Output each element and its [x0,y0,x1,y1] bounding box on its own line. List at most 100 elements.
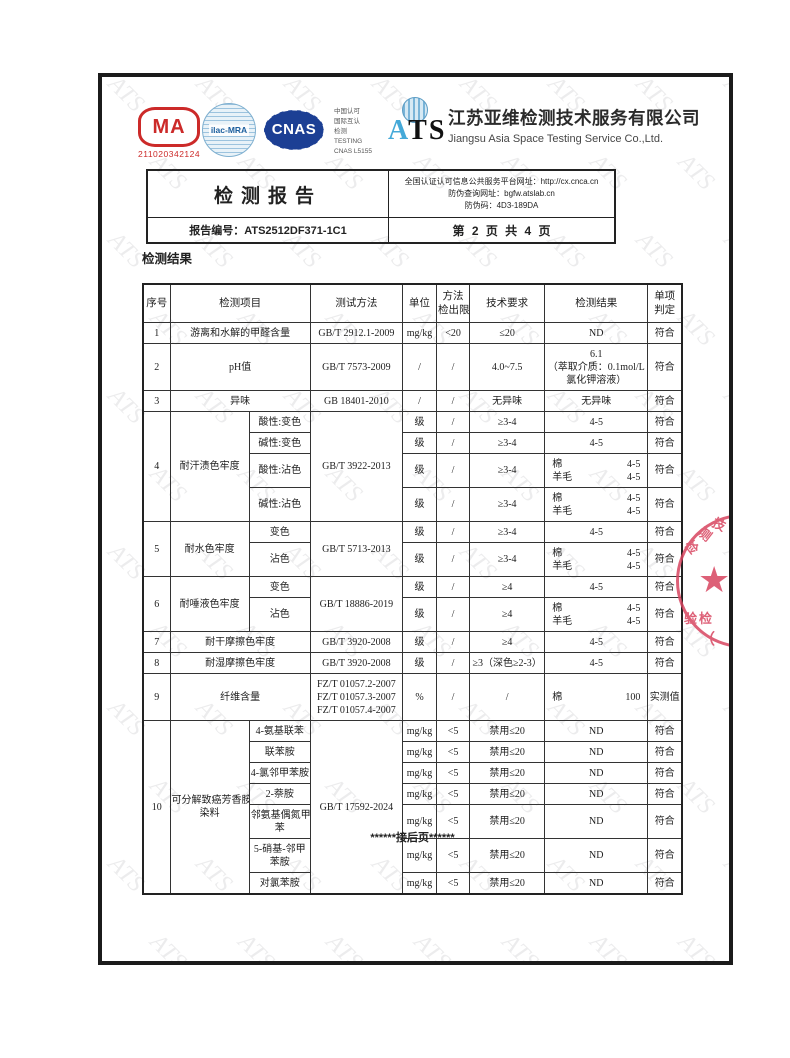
table-cell: ND [544,783,649,806]
table-row: 4 耐汗渍色牢度 酸性:变色 GB/T 3922-2013 级 / ≥3-4 4-5 符合 [142,411,683,523]
table-cell: / [401,343,438,392]
table-cell: <5 [436,762,471,785]
star-icon: ★ [698,559,731,600]
accreditation-line: 国际互认 [334,118,360,126]
table-row: 7 耐干摩擦色牢度 GB/T 3920-2008 级 / ≥4 4-5 符合 [142,631,683,654]
table-cell: ≥4 [469,631,546,654]
table-cell: / [436,411,471,434]
watermark-text: ATS [630,227,677,274]
watermark-text: ATS [718,383,733,430]
table-cell: 9 [142,673,171,722]
table-cell: / [436,453,471,489]
table-cell: 符合 [647,872,683,895]
ilac-mra-logo: ilac-MRA [202,103,256,157]
table-cell: / [436,390,471,413]
column-header: 检测结果 [544,283,649,324]
table-cell: 2-萘胺 [248,783,311,806]
table-cell: ND [544,322,649,345]
table-cell: 符合 [647,597,683,633]
table-cell: 符合 [647,804,683,840]
table-cell: 符合 [647,521,683,544]
table-cell: 沾色 [248,542,311,578]
table-cell: / [436,343,471,392]
table-cell: 可分解致癌芳香胺 染料 [169,720,250,895]
table-cell: 邻氨基偶氮甲苯 [248,804,311,840]
ats-globe-icon [402,97,428,123]
table-cell: 碱性:沾色 [248,487,311,523]
table-cell: <5 [436,872,471,895]
table-cell: GB/T 3920-2008 [309,652,403,675]
table-cell: 4-5 [544,631,649,654]
results-table: 序号 检测项目 测试方法 单位 方法 检出限 技术要求 检测结果 单项 判定 1 游离和水解的甲醛含量… [142,283,683,896]
table-cell: 级 [401,597,438,633]
column-header: 序号 [142,283,171,324]
table-cell: 4.0~7.5 [469,343,546,392]
report-page: ATS ATS ATS ATS ATS ATS ATS ATS ATS ATS ATS ATS ATS A… [98,73,733,965]
table-row: 5 耐水色牢度 变色 GB/T 5713-2013 级 / ≥3-4 4-5 符合 [142,521,683,578]
table-row: 6 耐唾液色牢度 变色 GB/T 18886-2019 级 / ≥4 4-5 符合 [142,576,683,633]
table-cell: GB/T 18886-2019 [309,576,403,633]
cnas-label: CNAS [271,121,317,138]
table-cell: 符合 [647,542,683,578]
table-row: 1 游离和水解的甲醛含量 GB/T 2912.1-2009 mg/kg <20 ≤20 ND… [142,322,683,345]
watermark-text: ATS [584,929,631,965]
table-cell: mg/kg [401,838,438,874]
column-header: 测试方法 [309,283,403,324]
table-row: 4-氯邻甲苯胺 mg/kg <5 禁用≤20 ND 符合 [143,762,683,785]
table-cell: 8 [142,652,171,675]
table-cell: 碱性:变色 [248,432,311,455]
table-row: 对氯苯胺 mg/kg <5 禁用≤20 ND 符合 [143,872,683,895]
company-block: 江苏亚维检测技术服务有限公司 Jiangsu Asia Space Testin… [448,105,700,145]
table-cell: 符合 [647,838,683,874]
column-header: 单位 [401,283,438,324]
company-name-en: Jiangsu Asia Space Testing Service Co.,L… [448,133,664,145]
table-row: 8 耐湿摩擦色牢度 GB/T 3920-2008 级 / ≥3（深色≥2-3） 4-5 符合 [142,652,683,675]
table-cell: <5 [436,741,471,764]
table-cell: 无异味 [469,390,546,413]
table-cell: 符合 [647,631,683,654]
table-cell: 酸性:沾色 [248,453,311,489]
ilac-label: ilac-MRA [208,124,250,136]
table-cell: 符合 [647,487,683,523]
cnas-logo: CNAS [262,107,326,153]
table-cell: mg/kg [401,762,438,785]
table-cell: 对氯苯胺 [248,872,311,895]
table-cell: 级 [401,631,438,654]
table-cell: / [469,673,546,722]
table-cell: / [436,487,471,523]
table-cell: 符合 [647,762,683,785]
table-cell: 禁用≤20 [469,804,546,840]
table-cell: 棉 4-5 羊毛 4-5 [544,542,649,578]
watermark-text: ATS [718,73,733,118]
cma-label: MA [152,115,186,138]
stamp-bottom-text: 验检 [684,611,715,626]
table-cell: mg/kg [401,741,438,764]
table-cell: 耐唾液色牢度 [169,576,250,633]
watermark-text: ATS [672,149,719,196]
table-cell: 棉 100 [544,673,649,722]
stamp-arc-char: 检 [681,537,702,557]
table-cell: 6.1 （萃取介质：0.1mol/L 氯化钾溶液） [544,343,649,392]
accreditation-line: 中国认可 [334,108,360,115]
page-indicator: 第 2 页 共 4 页 [389,217,614,242]
table-cell: 4-氨基联苯 [248,720,311,743]
table-cell: FZ/T 01057.2-2007 FZ/T 01057.3-2007 FZ/T 0… [309,673,403,722]
table-cell: 7 [142,631,171,654]
table-cell: 级 [401,432,438,455]
table-cell: 级 [401,487,438,523]
table-cell: <5 [436,720,471,743]
report-title: 检测报告 [148,171,389,217]
table-cell: GB/T 7573-2009 [309,343,403,392]
table-cell: 联苯胺 [248,741,311,764]
report-info-lines: 全国认证认可信息公共服务平台网址：http://cx.cnca.cn 防伪查询网… [389,171,614,217]
continued-note: ******接后页****** [370,832,455,844]
results-table-wrap: 序号 检测项目 测试方法 单位 方法 检出限 技术要求 检测结果 单项 判定 1 游离和水解的甲醛含量… [142,283,683,896]
column-header: 检测项目 [169,283,311,324]
watermark-text: ATS [232,929,279,965]
table-cell: ≥4 [469,597,546,633]
table-cell: 符合 [647,720,683,743]
watermark-text: ATS [718,539,733,586]
table-cell: 级 [401,652,438,675]
table-cell: 符合 [647,390,683,413]
table-cell: ≥3-4 [469,453,546,489]
